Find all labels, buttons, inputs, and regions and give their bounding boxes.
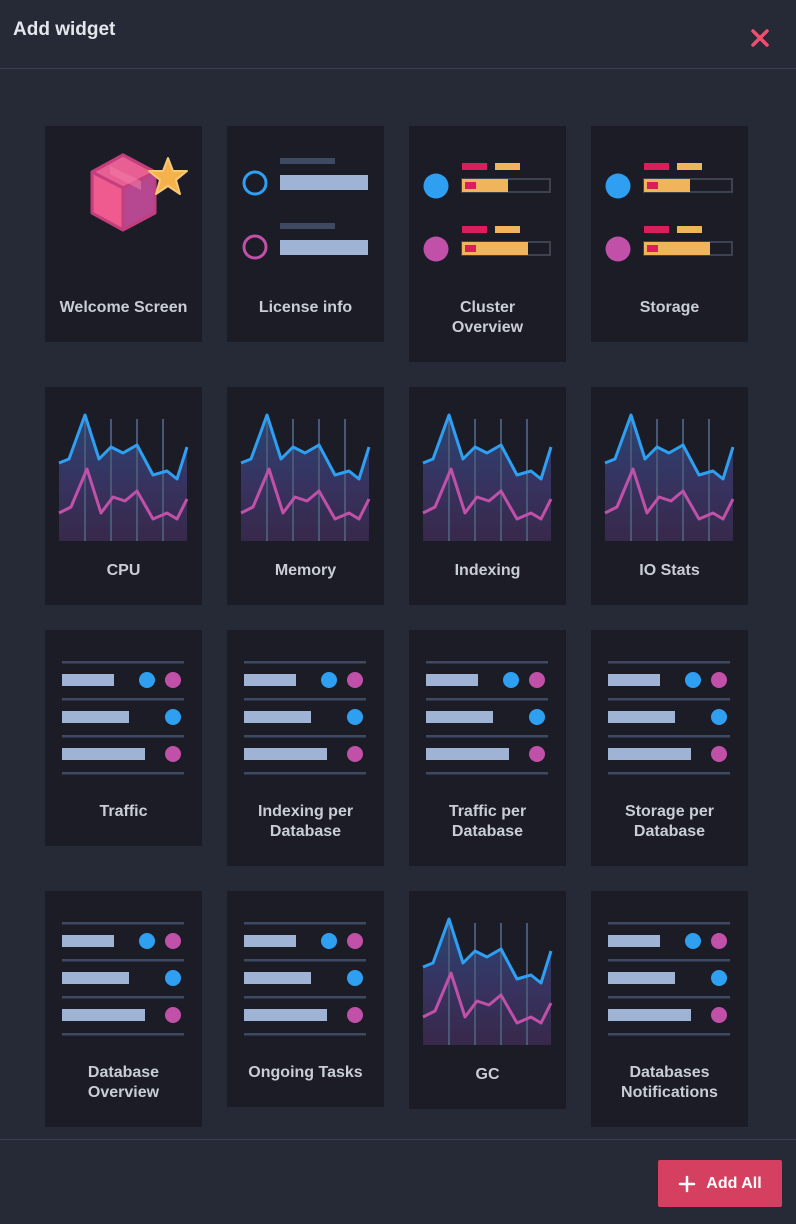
widget-label: CPU [106, 562, 141, 579]
widget-card-cpu[interactable]: CPU [45, 387, 202, 605]
widget-label: Traffic [99, 803, 148, 820]
storage-bars-icon [591, 150, 748, 284]
add-all-label: Add All [706, 1174, 762, 1192]
widget-card-storage[interactable]: Storage [591, 126, 748, 342]
widget-card-indexing-per-database[interactable]: Indexing per Database [227, 630, 384, 866]
widget-card-welcome-screen[interactable]: Welcome Screen [45, 126, 202, 342]
widget-label: Welcome Screen [59, 299, 188, 316]
widget-card-memory[interactable]: Memory [227, 387, 384, 605]
widget-label: Storage [639, 299, 700, 316]
widget-card-io-stats[interactable]: IO Stats [591, 387, 748, 605]
table-list-icon [409, 654, 566, 788]
package-star-icon [45, 150, 202, 284]
line-chart-icon [409, 399, 566, 547]
widget-label: Ongoing Tasks [248, 1064, 363, 1081]
plus-icon [679, 1175, 696, 1192]
table-list-icon [45, 654, 202, 788]
dialog-title: Add widget [13, 19, 116, 40]
widget-label: Memory [274, 562, 337, 579]
widget-card-cluster-overview[interactable]: Cluster Overview [409, 126, 566, 362]
line-chart-icon [227, 399, 384, 547]
table-list-icon [45, 915, 202, 1049]
license-list-icon [227, 150, 384, 284]
widget-grid: Welcome Screen License info Cluster Over… [45, 126, 748, 1127]
widget-card-gc[interactable]: GC [409, 891, 566, 1109]
widget-label: Storage per Database [625, 803, 714, 840]
cluster-bars-icon [409, 150, 566, 284]
widget-card-traffic[interactable]: Traffic [45, 630, 202, 846]
table-list-icon [227, 654, 384, 788]
widget-label: Traffic per Database [448, 803, 527, 840]
close-icon[interactable] [746, 24, 774, 52]
widget-card-databases-notifications[interactable]: Databases Notifications [591, 891, 748, 1127]
widget-card-storage-per-database[interactable]: Storage per Database [591, 630, 748, 866]
widget-label: Databases Notifications [621, 1064, 718, 1101]
line-chart-icon [591, 399, 748, 547]
widget-card-database-overview[interactable]: Database Overview [45, 891, 202, 1127]
widget-label: GC [475, 1066, 500, 1083]
widget-card-indexing[interactable]: Indexing [409, 387, 566, 605]
add-all-button[interactable]: Add All [658, 1160, 782, 1207]
widget-label: Cluster Overview [451, 299, 524, 336]
dialog-footer: Add All [0, 1139, 796, 1224]
widget-card-ongoing-tasks[interactable]: Ongoing Tasks [227, 891, 384, 1107]
widget-card-license-info[interactable]: License info [227, 126, 384, 342]
widget-card-traffic-per-database[interactable]: Traffic per Database [409, 630, 566, 866]
widget-label: Indexing [454, 562, 521, 579]
table-list-icon [591, 915, 748, 1049]
line-chart-icon [409, 903, 566, 1051]
table-list-icon [591, 654, 748, 788]
table-list-icon [227, 915, 384, 1049]
widget-label: Database Overview [87, 1064, 160, 1101]
widget-label: Indexing per Database [257, 803, 354, 840]
dialog-header: Add widget [0, 0, 796, 69]
widget-label: License info [258, 299, 353, 316]
widget-label: IO Stats [639, 562, 700, 579]
line-chart-icon [45, 399, 202, 547]
